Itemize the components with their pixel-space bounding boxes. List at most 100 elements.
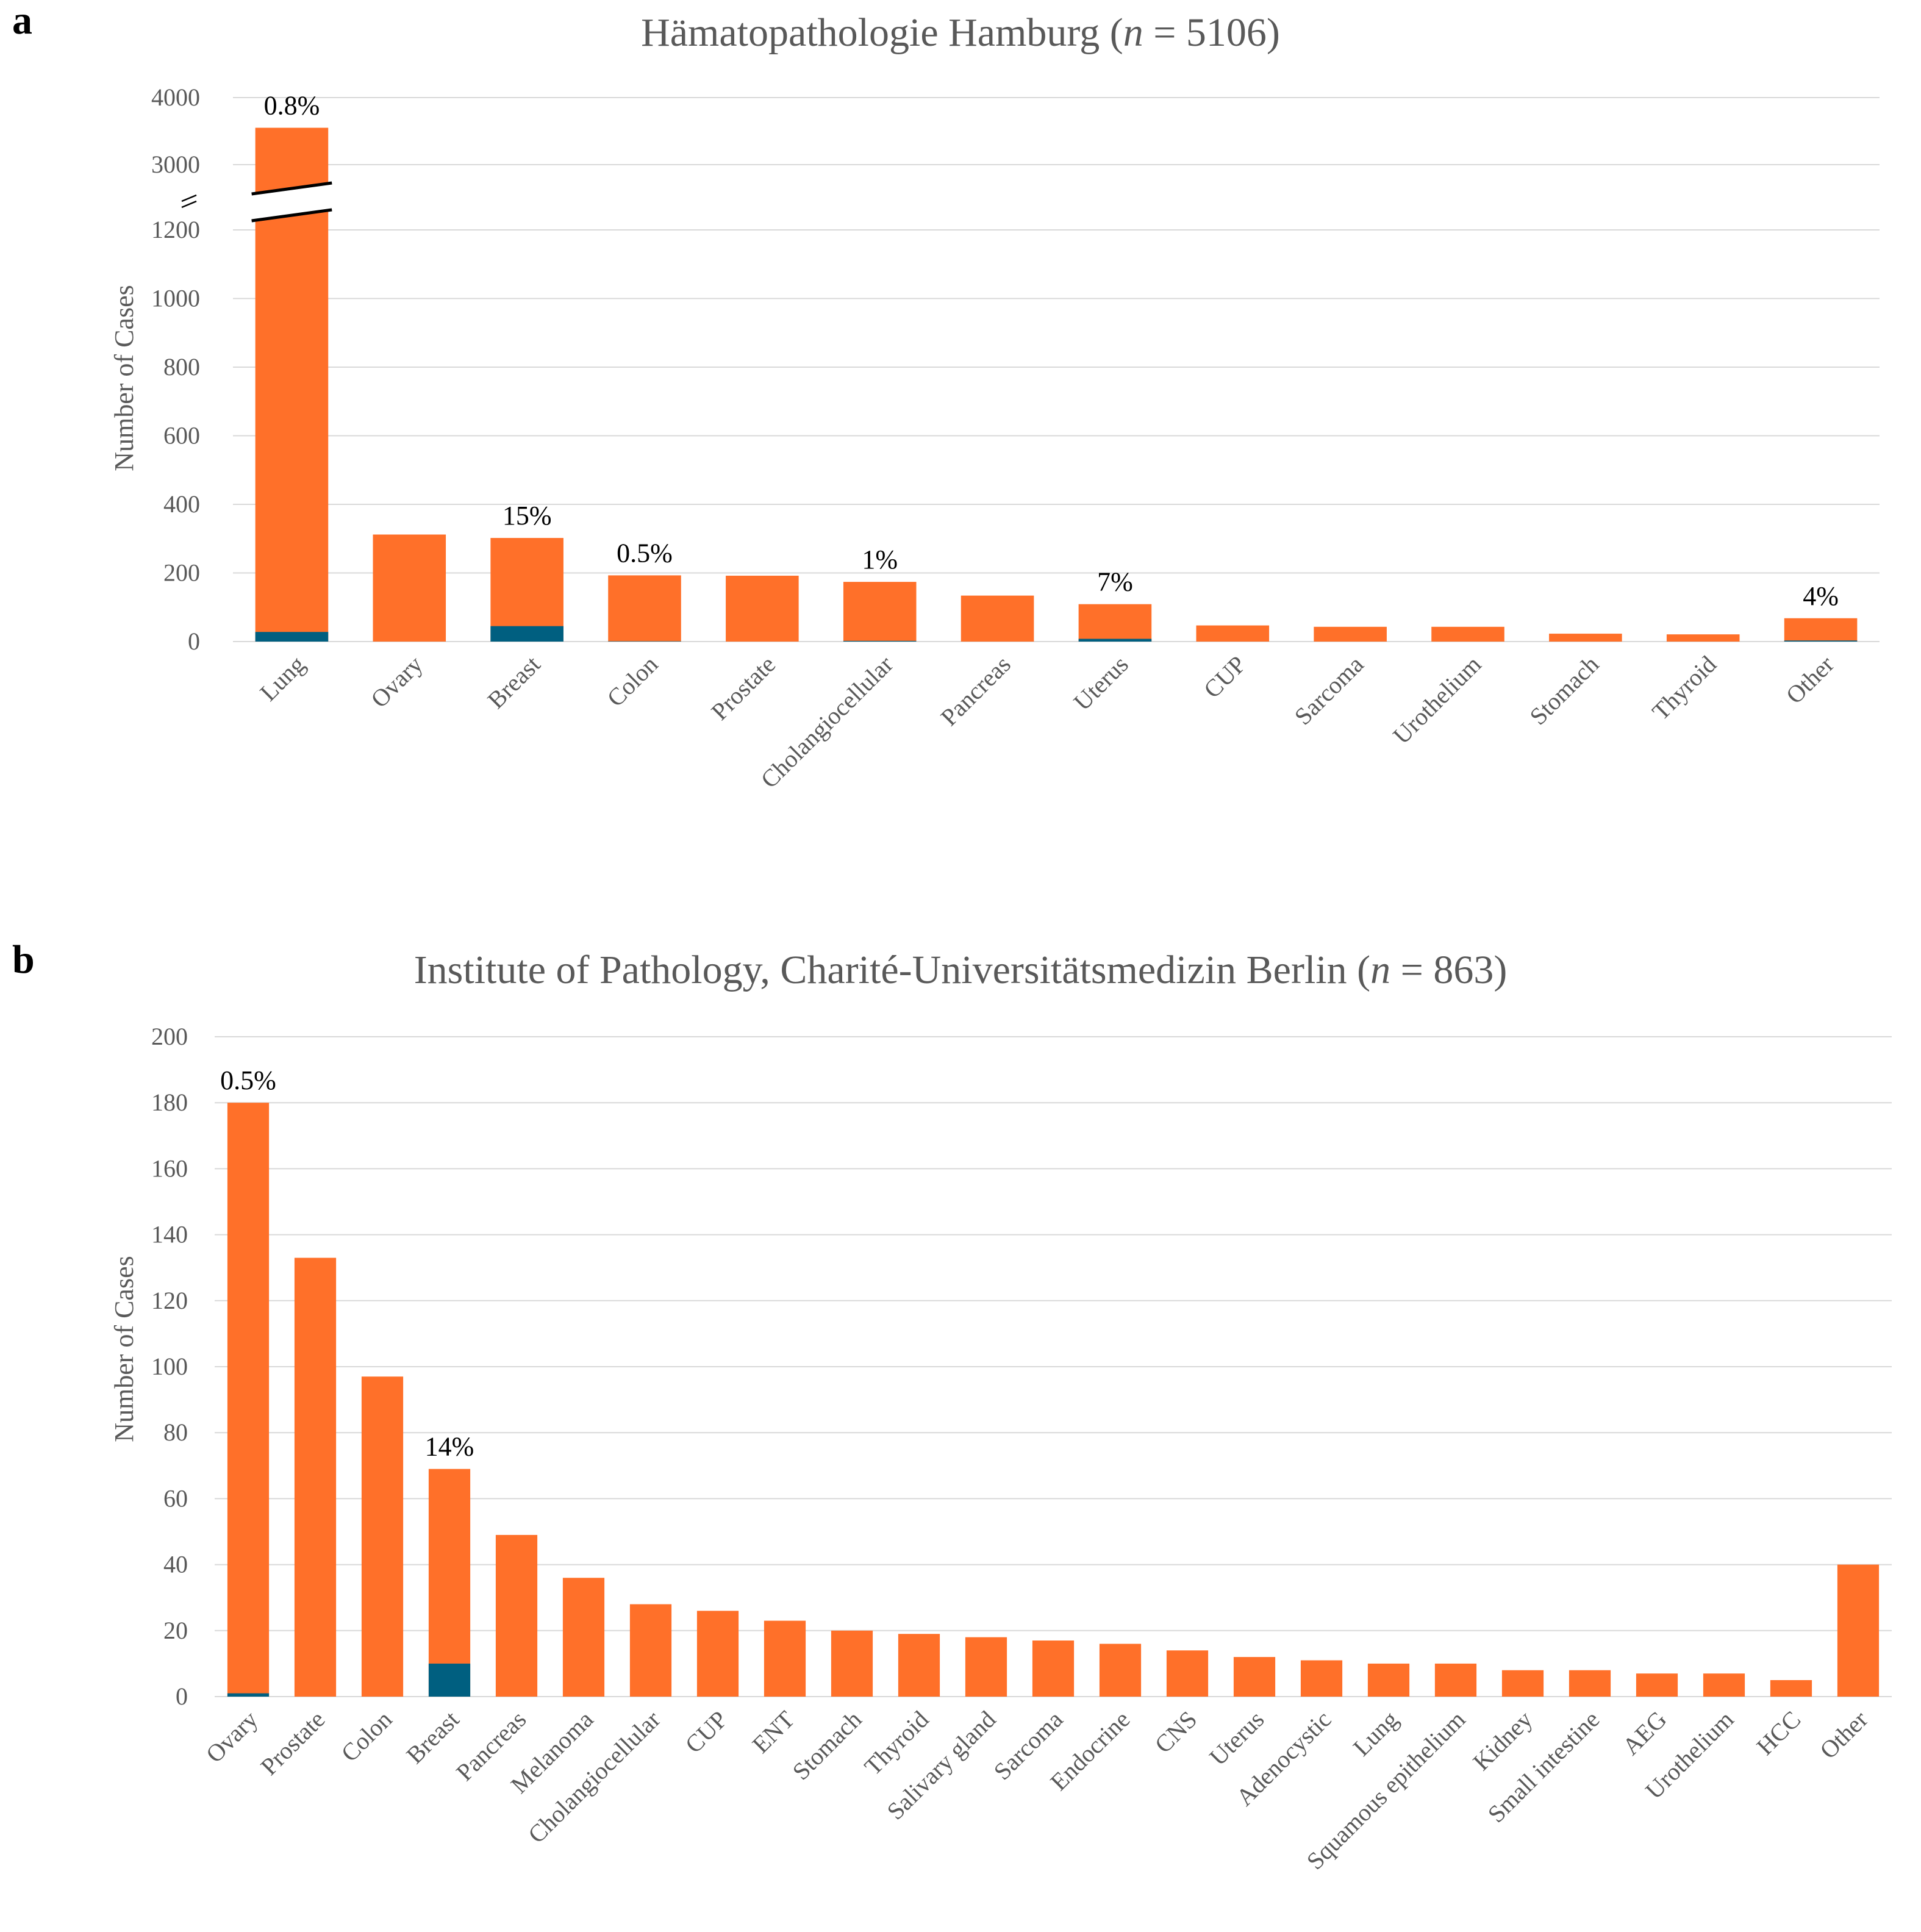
y-tick-label: 20 <box>163 1617 188 1644</box>
bar-percent-label: 15% <box>503 501 552 531</box>
x-category-label: AEG <box>1617 1706 1672 1761</box>
x-category-label: CUP <box>1198 651 1251 704</box>
x-category-label: Thyroid <box>1647 651 1722 726</box>
x-category-label: Ovary <box>201 1706 263 1769</box>
chart-b-title: Institute of Pathology, Charité-Universi… <box>414 948 1508 992</box>
bar-total <box>1196 625 1270 642</box>
bar-subset <box>843 640 917 642</box>
x-category-label: Stomach <box>1524 651 1604 731</box>
x-category-label: Uterus <box>1068 651 1134 716</box>
bar-subset <box>1078 639 1152 642</box>
bar-total <box>726 576 799 642</box>
y-tick-label: 400 <box>163 490 200 518</box>
chart-b-ylabel: Number of Cases <box>109 1256 139 1442</box>
bar-subset <box>1784 640 1858 642</box>
x-category-label: Colon <box>601 651 663 712</box>
x-category-label: Ovary <box>365 651 428 714</box>
bar-total <box>1666 634 1740 642</box>
bar-total <box>428 1469 471 1697</box>
bar-total <box>227 1103 270 1697</box>
bar-total <box>495 1534 538 1697</box>
x-category-label: Colon <box>335 1706 397 1767</box>
bar-total <box>965 1637 1007 1697</box>
bar-total <box>373 534 446 642</box>
bar-total <box>1099 1644 1142 1697</box>
bar-percent-label: 0.5% <box>617 538 673 568</box>
x-category-label: Breast <box>401 1706 464 1769</box>
bar-total <box>696 1611 739 1697</box>
y-tick-label: 1200 <box>151 216 200 243</box>
bar-total <box>1770 1680 1812 1697</box>
bar-total <box>608 575 681 642</box>
chart-a-ylabel: Number of Cases <box>109 285 139 471</box>
bar-total <box>294 1258 337 1697</box>
axis-break-line <box>251 208 332 223</box>
y-tick-label: 600 <box>163 422 200 449</box>
y-tick-label: 4000 <box>151 84 200 111</box>
x-category-label: Urothelium <box>1387 651 1486 750</box>
bar-total <box>843 582 917 642</box>
y-tick-label: 0 <box>188 628 200 655</box>
bar-total <box>831 1630 873 1697</box>
bar-total <box>1501 1670 1544 1697</box>
y-tick-label: 120 <box>151 1287 188 1314</box>
x-category-label: ENT <box>747 1706 800 1759</box>
bar-total <box>1367 1663 1410 1697</box>
bar-subset <box>255 632 329 642</box>
y-tick-label: 200 <box>151 1023 188 1050</box>
x-category-label: Lung <box>1348 1706 1404 1762</box>
y-tick-label: 1000 <box>151 285 200 312</box>
x-category-label: Sarcoma <box>1289 650 1369 730</box>
x-category-label: CNS <box>1150 1706 1203 1759</box>
panel-letter-a: a <box>12 0 32 43</box>
bar-total <box>1300 1660 1343 1697</box>
bar-percent-label: 14% <box>425 1432 474 1462</box>
y-tick-label: 160 <box>151 1154 188 1182</box>
x-category-label: Lung <box>254 651 310 707</box>
bar-total <box>960 595 1034 642</box>
bar-total <box>629 1604 672 1697</box>
bar-total <box>1078 604 1152 642</box>
bar-total <box>1434 1663 1477 1697</box>
bar-percent-label: 7% <box>1097 567 1133 597</box>
x-category-label: Stomach <box>787 1706 867 1786</box>
bar-total <box>1233 1657 1276 1697</box>
axis-break-line <box>251 181 332 196</box>
bar-percent-label: 0.8% <box>264 91 320 121</box>
axis-break-tick <box>181 194 197 202</box>
bar-percent-label: 0.5% <box>220 1065 276 1095</box>
bar-total <box>1166 1650 1209 1697</box>
chart-b-plot: 0 20 40 60 80 100 120 140 160 180 200 0.5% OvaryPros… <box>151 1023 1892 1875</box>
x-category-label: Prostate <box>255 1706 330 1781</box>
bar-subset <box>227 1693 270 1697</box>
y-tick-label: 100 <box>151 1353 188 1380</box>
bar-total <box>1549 634 1622 642</box>
x-category-label: Prostate <box>706 651 781 726</box>
y-tick-label: 60 <box>163 1484 188 1512</box>
bar-total <box>1837 1564 1880 1697</box>
y-tick-label: 800 <box>163 353 200 381</box>
x-category-label: CUP <box>680 1706 733 1759</box>
bar-percent-label: 4% <box>1803 581 1839 611</box>
bar-subset <box>428 1663 471 1697</box>
bar-total <box>490 538 563 642</box>
y-tick-label: 180 <box>151 1089 188 1116</box>
y-tick-label: 3000 <box>151 151 200 178</box>
y-tick-label: 140 <box>151 1221 188 1248</box>
x-category-label: Uterus <box>1204 1706 1269 1771</box>
bar-total <box>1431 626 1504 642</box>
bar-total <box>1636 1673 1678 1697</box>
bar-total <box>1569 1670 1611 1697</box>
y-tick-label: 200 <box>163 559 200 587</box>
axis-break-tick <box>181 200 197 209</box>
x-category-label: Other <box>1814 1706 1873 1764</box>
bar-total <box>1314 626 1387 642</box>
bar-total <box>1032 1640 1075 1697</box>
y-tick-label: 40 <box>163 1551 188 1578</box>
bar-subset <box>608 641 681 642</box>
bar-subset <box>490 626 563 642</box>
y-tick-label: 80 <box>163 1419 188 1446</box>
x-category-label: Breast <box>482 651 545 714</box>
bar-total <box>562 1578 605 1697</box>
